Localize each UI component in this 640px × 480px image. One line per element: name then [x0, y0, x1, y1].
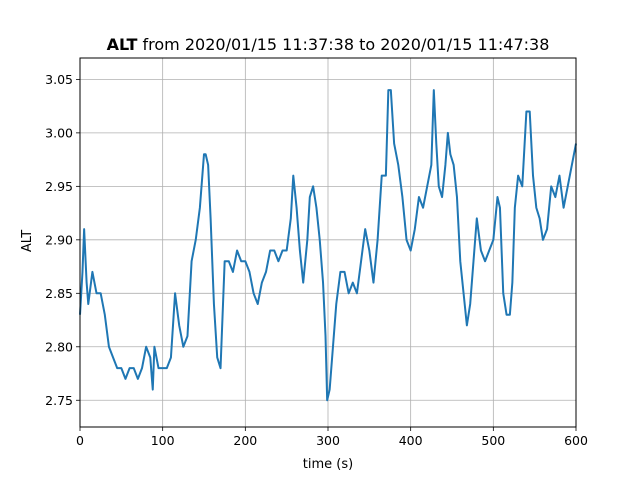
- y-tick-label: 2.95: [45, 179, 73, 194]
- x-tick-label: 100: [151, 433, 175, 448]
- y-tick-label: 3.05: [45, 72, 73, 87]
- x-tick-label: 200: [233, 433, 257, 448]
- series-line: [79, 89, 577, 402]
- chart-title: ALT from 2020/01/15 11:37:38 to 2020/01/…: [107, 35, 550, 54]
- y-axis-label: ALT: [20, 230, 35, 252]
- x-tick-label: 400: [399, 433, 423, 448]
- y-tick-label: 2.75: [45, 393, 73, 408]
- x-tick-label: 500: [481, 433, 505, 448]
- x-tick-label: 300: [316, 433, 340, 448]
- y-tick-label: 3.00: [45, 125, 73, 140]
- y-tick-label: 2.85: [45, 286, 73, 301]
- y-tick-label: 2.90: [45, 232, 73, 247]
- y-tick-label: 2.80: [45, 339, 73, 354]
- series-layer: [79, 89, 577, 402]
- x-tick-label: 600: [564, 433, 588, 448]
- chart-title-rest: from 2020/01/15 11:37:38 to 2020/01/15 1…: [137, 35, 549, 54]
- x-tick-label: 0: [76, 433, 84, 448]
- x-axis-label: time (s): [303, 457, 353, 472]
- chart-title-bold: ALT: [107, 35, 138, 54]
- ticks: 0 100 200 300 400 500 600 2.75 2.80 2.85 2.90 2.95 3…: [45, 72, 588, 448]
